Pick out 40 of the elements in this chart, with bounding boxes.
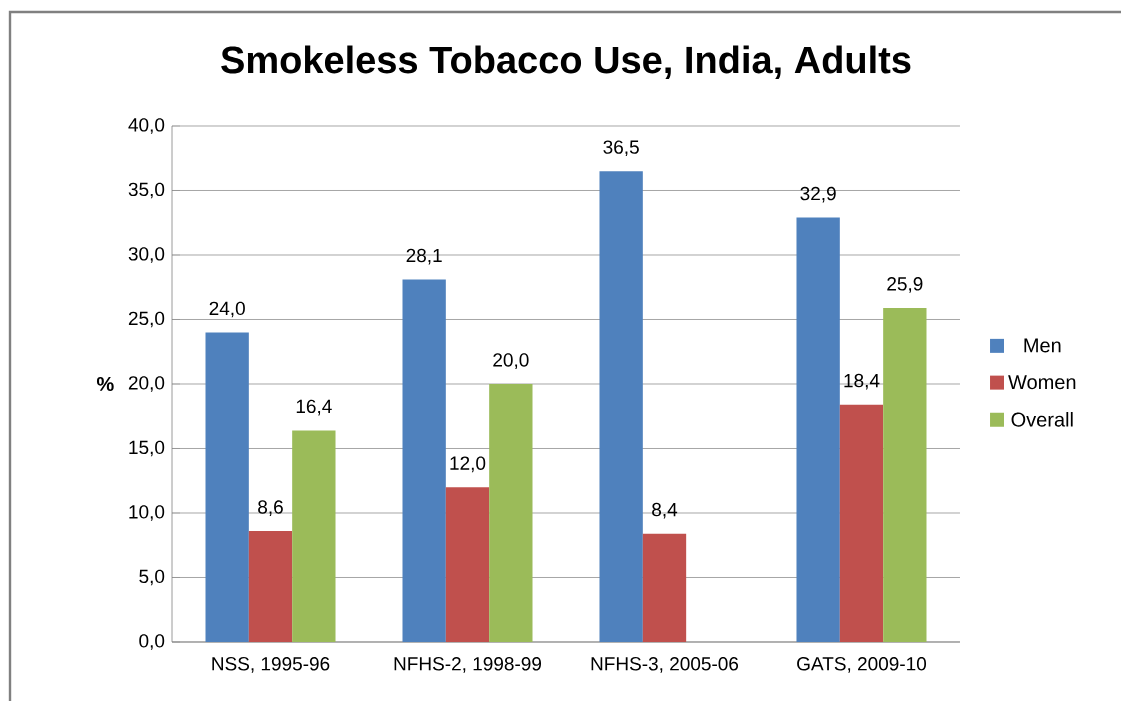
y-tick-label: 25,0 [128,311,165,328]
bar [642,533,687,642]
bar [248,531,293,642]
y-tick-label: 5,0 [139,569,165,586]
bar [599,171,643,642]
data-label: 36,5 [603,140,639,157]
data-label: 8,4 [652,502,678,519]
y-tick-label: 30,0 [128,247,165,263]
data-label: 28,1 [406,248,442,265]
bar [883,307,927,642]
data-label: 18,4 [844,373,880,390]
x-tick-label: NFHS-2, 1998-99 [394,657,542,673]
bar [205,332,249,642]
data-label: 24,0 [209,301,245,318]
data-label: 12,0 [450,456,486,473]
legend-label: Overall [1011,412,1073,427]
y-tick-label: 10,0 [129,505,165,521]
y-tick-label: 15,0 [129,440,165,457]
x-tick-label: NFHS-3, 2005-06 [591,657,739,673]
chart-title: Smokeless Tobacco Use, India, Adults [221,45,911,79]
data-label: 16,4 [296,399,332,416]
bar [292,430,336,642]
y-tick-label: 40,0 [128,118,165,134]
data-label: 20,0 [493,353,529,369]
data-label: 8,6 [258,500,283,516]
data-label: 25,9 [887,277,923,293]
x-tick-label: GATS, 2009-10 [797,657,927,673]
y-tick-label: 20,0 [128,376,165,392]
bar [489,383,533,642]
y-axis-title: % [96,376,114,392]
bar [839,404,884,642]
bar [445,487,490,642]
data-label: 32,9 [800,186,836,203]
y-tick-label: 35,0 [128,182,165,199]
legend-label: Women [1008,375,1076,390]
x-tick-label: NSS, 1995-96 [212,657,330,673]
bar [402,279,446,642]
legend-label: Men [1024,338,1061,353]
bar [796,217,840,642]
y-tick-label: 0,0 [139,634,165,650]
